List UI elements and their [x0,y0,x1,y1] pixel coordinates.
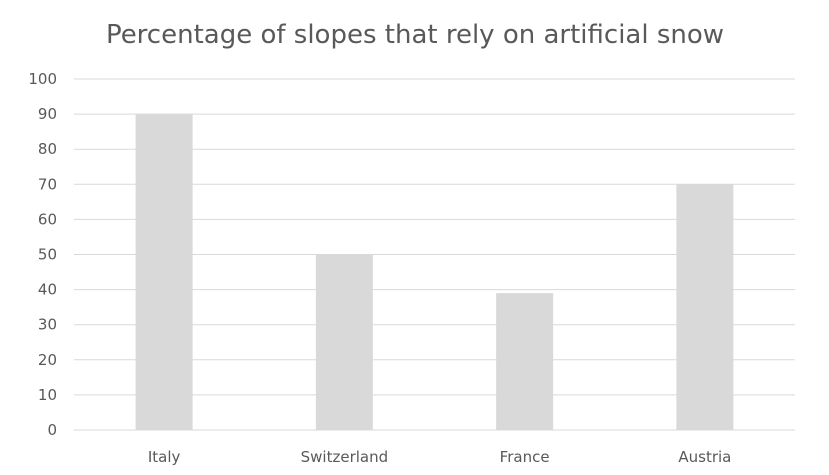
x-axis-tick-labels: Italy Switzerland France Austria [148,448,732,466]
y-tick-label: 0 [47,421,57,439]
bar-france [496,293,554,430]
y-tick-label: 70 [38,175,57,193]
bar-italy [135,114,193,430]
y-tick-label: 60 [38,210,57,228]
gridlines [74,78,795,431]
y-axis-tick-labels: 0 10 20 30 40 50 60 70 80 90 100 [28,70,57,439]
y-tick-label: 100 [28,70,57,88]
y-tick-label: 20 [38,351,57,369]
x-tick-label-france: France [500,448,550,466]
x-tick-label-italy: Italy [148,448,181,466]
y-tick-label: 30 [38,316,57,334]
y-tick-label: 90 [38,105,57,123]
y-tick-label: 40 [38,281,57,299]
bar-switzerland [315,254,373,430]
y-tick-label: 10 [38,386,57,404]
bar-austria [676,184,734,430]
x-tick-label-switzerland: Switzerland [301,448,389,466]
chart-title: Percentage of slopes that rely on artifi… [106,20,724,50]
x-tick-label-austria: Austria [678,448,731,466]
y-tick-label: 80 [38,140,57,158]
bars [74,114,795,431]
y-tick-label: 50 [38,246,57,264]
